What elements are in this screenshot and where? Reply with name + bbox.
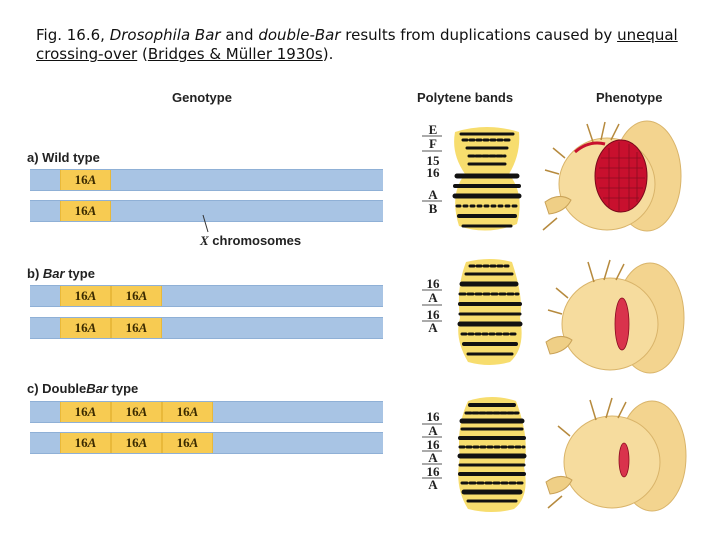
band-label: B bbox=[428, 201, 438, 216]
wild-type-fly-head-illustration bbox=[542, 120, 682, 232]
segment-16a: 16A bbox=[111, 433, 162, 453]
band-label: E bbox=[428, 122, 438, 137]
bar-fly-head-illustration bbox=[545, 259, 685, 374]
polytene-header: Polytene bands bbox=[417, 90, 514, 105]
chromosome-bar: 16A 16A bbox=[30, 317, 383, 339]
segment-16a: 16A bbox=[60, 170, 111, 190]
chromosome-bar: 16A 16A 16A bbox=[30, 401, 383, 423]
segment-16a: 16A bbox=[111, 318, 162, 338]
band-label: 15 bbox=[426, 153, 440, 168]
segment-16a: 16A bbox=[162, 433, 213, 453]
band-label: 16 bbox=[426, 409, 440, 424]
section-bar-type-label: b) Bar type bbox=[27, 266, 95, 281]
caption-double-bar: double-Bar bbox=[258, 26, 341, 44]
band-label: 16 bbox=[426, 437, 440, 452]
band-label: A bbox=[428, 450, 438, 465]
unequal-crossing-over-link[interactable]: unequal crossing-over bbox=[36, 26, 678, 63]
band-label: A bbox=[428, 320, 438, 335]
band-label: 16 bbox=[426, 165, 440, 180]
segment-16a: 16A bbox=[111, 402, 162, 422]
double-bar-fly-head-illustration bbox=[545, 397, 687, 512]
caption-species: Drosophila Bar bbox=[109, 26, 221, 44]
segment-16a: 16A bbox=[111, 286, 162, 306]
caption-end: ). bbox=[322, 45, 334, 63]
polytene-wild-illustration bbox=[452, 127, 522, 231]
polytene-bar-illustration bbox=[457, 259, 523, 365]
caption-middle: results from duplications caused by bbox=[340, 26, 618, 44]
polytene-double-bar-illustration bbox=[457, 397, 527, 512]
chromosome-bar: 16A 16A 16A bbox=[30, 432, 383, 454]
phenotype-header: Phenotype bbox=[596, 90, 663, 105]
chromosome-bar: 16A 16A bbox=[30, 285, 383, 307]
segment-16a: 16A bbox=[60, 201, 111, 221]
segment-16a: 16A bbox=[162, 402, 213, 422]
segment-16a: 16A bbox=[60, 318, 111, 338]
band-label: 16 bbox=[426, 276, 440, 291]
band-label: 16 bbox=[426, 464, 440, 479]
band-label: 16 bbox=[426, 307, 440, 322]
segment-16a: 16A bbox=[60, 286, 111, 306]
section-wild-type-label: a) Wild type bbox=[27, 150, 100, 165]
band-label: A bbox=[428, 477, 438, 492]
section-double-bar-type-label: c) DoubleBar type bbox=[27, 381, 139, 396]
chromosome-bar: 16A bbox=[30, 169, 383, 191]
x-chromosomes-label: X chromosomes bbox=[200, 233, 302, 248]
band-label: A bbox=[428, 290, 438, 305]
segment-16a: 16A bbox=[60, 433, 111, 453]
caption-paren: ( bbox=[137, 45, 148, 63]
chromosome-bar: 16A bbox=[30, 200, 383, 222]
caption-prefix: Fig. 16.6, bbox=[36, 26, 110, 44]
figure-caption: Fig. 16.6, Drosophila Bar and double-Bar… bbox=[36, 26, 696, 64]
band-label: A bbox=[428, 423, 438, 438]
band-label: F bbox=[429, 136, 437, 151]
segment-16a: 16A bbox=[60, 402, 111, 422]
genotype-header: Genotype bbox=[172, 90, 232, 105]
caption-and: and bbox=[220, 26, 259, 44]
band-label: A bbox=[428, 187, 438, 202]
bridges-muller-link[interactable]: Bridges & Müller 1930s bbox=[147, 45, 323, 63]
